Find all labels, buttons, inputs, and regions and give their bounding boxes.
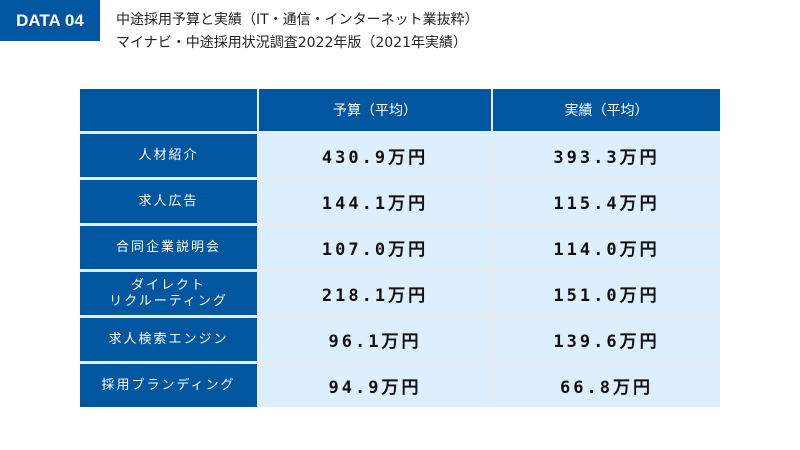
row-label: 人材紹介	[80, 134, 257, 177]
actual-value: 393.3万円	[493, 134, 720, 177]
actual-value: 66.8万円	[493, 364, 720, 407]
row-label: 求人検索エンジン	[80, 318, 257, 361]
data-badge: DATA 04	[0, 0, 100, 41]
header-budget: 予算（平均）	[259, 89, 491, 131]
actual-value: 151.0万円	[493, 272, 720, 315]
actual-value: 114.0万円	[493, 226, 720, 269]
budget-value: 94.9万円	[259, 364, 491, 407]
row-label: ダイレクト リクルーティング	[80, 272, 257, 315]
budget-value: 107.0万円	[259, 226, 491, 269]
header-actual: 実績（平均）	[493, 89, 720, 131]
budget-value: 430.9万円	[259, 134, 491, 177]
actual-value: 139.6万円	[493, 318, 720, 361]
actual-value: 115.4万円	[493, 180, 720, 223]
row-label: 求人広告	[80, 180, 257, 223]
data-table: 予算（平均） 実績（平均） 人材紹介 430.9万円 393.3万円求人広告 144.…	[80, 89, 720, 407]
title-line-1: 中途採用予算と実績（IT・通信・インターネット業抜粋）	[116, 12, 479, 28]
title: 中途採用予算と実績（IT・通信・インターネット業抜粋） マイナビ・中途採用状況調…	[116, 9, 479, 55]
header-corner	[80, 89, 257, 131]
budget-value: 218.1万円	[259, 272, 491, 315]
row-label: 合同企業説明会	[80, 226, 257, 269]
budget-value: 144.1万円	[259, 180, 491, 223]
budget-value: 96.1万円	[259, 318, 491, 361]
title-line-2: マイナビ・中途採用状況調査2022年版（2021年実績）	[116, 35, 467, 51]
row-label: 採用ブランディング	[80, 364, 257, 407]
